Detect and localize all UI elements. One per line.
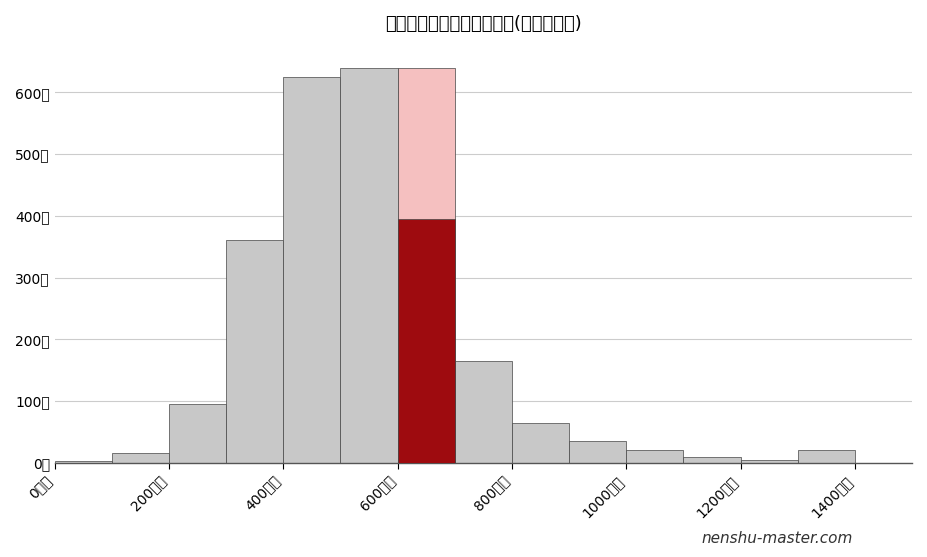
Bar (284, 77, 340, 463)
Bar (797, 451, 855, 463)
Bar (741, 460, 797, 463)
Bar (340, 67, 398, 463)
Bar (226, 241, 284, 463)
Title: ニチモウの年収ポジション(関東地方内): ニチモウの年収ポジション(関東地方内) (385, 15, 581, 33)
Bar (627, 451, 683, 463)
Bar (398, 219, 455, 463)
Bar (169, 404, 226, 463)
Bar (512, 423, 569, 463)
Text: nenshu-master.com: nenshu-master.com (702, 531, 853, 546)
Bar (398, 67, 455, 463)
Bar (55, 461, 112, 463)
Bar (683, 457, 741, 463)
Bar (112, 453, 169, 463)
Bar (455, 361, 512, 463)
Bar (569, 441, 627, 463)
